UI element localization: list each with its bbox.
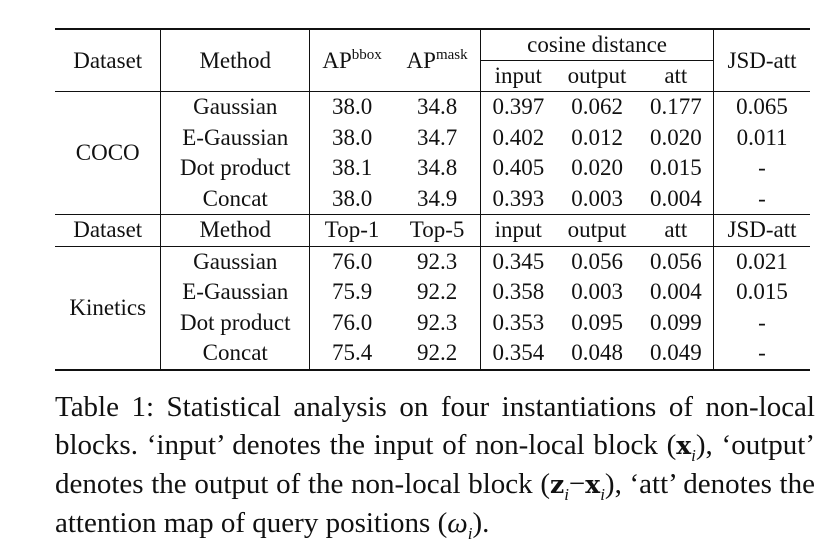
value-cell: 0.405 <box>492 155 545 181</box>
header-subrow-coco: input output att <box>55 60 810 92</box>
dataset-cell-coco: COCO <box>55 91 162 215</box>
value-cell: 0.004 <box>638 183 715 215</box>
header-cos-input: input <box>480 214 556 246</box>
value-cell: 0.397 <box>480 91 556 123</box>
value-cell: 0.099 <box>638 307 715 338</box>
value-cell: 92.2 <box>394 277 482 308</box>
header-dataset: Dataset <box>55 214 162 246</box>
value-cell: 0.095 <box>571 309 623 335</box>
table-caption: Table 1: Statistical analysis on four in… <box>55 391 815 543</box>
value-cell: 0.049 <box>638 338 715 371</box>
value-cell: 75.9 <box>331 279 373 305</box>
value-cell: 76.0 <box>331 309 373 335</box>
value-cell: - <box>758 155 766 181</box>
value-cell: 0.015 <box>638 153 715 184</box>
header-cos-output: output <box>567 63 627 88</box>
value-cell: 0.020 <box>638 122 715 153</box>
value-cell: 75.4 <box>309 338 395 371</box>
value-cell: - <box>758 185 766 211</box>
header-top5: Top-5 <box>394 214 482 246</box>
header-row-kinetics: Dataset Method Top-1 Top-5 input output … <box>55 214 810 246</box>
dataset-cell-kinetics: Kinetics <box>55 245 162 371</box>
value-cell: 0.056 <box>638 245 715 277</box>
value-cell: 0.056 <box>555 245 639 277</box>
table-row: COCO Gaussian 38.0 34.8 0.397 0.062 0.17… <box>55 91 810 215</box>
value-cell: 38.0 <box>309 91 395 123</box>
value-cell: 0.345 <box>480 245 556 277</box>
method-cell: Dot product <box>160 153 311 184</box>
value-cell: 0.393 <box>492 185 545 211</box>
value-cell: 0.358 <box>492 279 545 305</box>
value-cell: 34.9 <box>394 183 482 215</box>
method-cell: Concat <box>160 338 311 371</box>
value-cell: 0.065 <box>713 91 810 123</box>
method-cell: Concat <box>160 183 311 215</box>
table-row: E-Gaussian 75.9 92.2 0.358 0.003 0.004 0… <box>55 277 810 308</box>
method-cell: Dot product <box>160 307 311 338</box>
value-cell: 0.021 <box>713 245 810 277</box>
value-cell: 92.3 <box>394 245 482 277</box>
value-cell: 0.402 <box>492 124 545 150</box>
value-cell: - <box>758 309 766 335</box>
header-ap-mask: APmask <box>394 28 482 92</box>
header-cosine-distance: cosine distance <box>480 28 715 61</box>
table-row: Concat 75.4 92.2 0.354 0.048 0.049 - <box>55 338 810 371</box>
value-cell: 0.003 <box>571 279 623 305</box>
value-cell: 92.3 <box>394 307 482 338</box>
results-table: Dataset Method APbbox APmask cosine dist… <box>55 28 810 371</box>
method-cell: Gaussian <box>160 245 311 277</box>
header-dataset: Dataset <box>55 28 162 92</box>
header-cos-output: output <box>555 214 639 246</box>
value-cell: 0.354 <box>480 338 556 371</box>
value-cell: 0.177 <box>638 91 715 123</box>
header-cos-input: input <box>494 63 542 88</box>
header-cos-att: att <box>638 214 715 246</box>
value-cell: 0.003 <box>571 185 623 211</box>
header-method: Method <box>160 28 311 92</box>
table-row: E-Gaussian 38.0 34.7 0.402 0.012 0.020 0… <box>55 122 810 153</box>
header-cos-att: att <box>638 60 715 92</box>
value-cell: 0.020 <box>571 155 623 181</box>
table-row: Dot product 38.1 34.8 0.405 0.020 0.015 … <box>55 153 810 184</box>
value-cell: 34.8 <box>394 153 482 184</box>
header-jsd-att: JSD-att <box>713 28 810 92</box>
table-row: Dot product 76.0 92.3 0.353 0.095 0.099 … <box>55 307 810 338</box>
value-cell: - <box>713 338 810 371</box>
results-table-container: Dataset Method APbbox APmask cosine dist… <box>55 28 810 371</box>
table-row: Concat 38.0 34.9 0.393 0.003 0.004 - <box>55 183 810 215</box>
method-cell: Gaussian <box>160 91 311 123</box>
value-cell: 38.1 <box>331 155 373 181</box>
value-cell: 0.004 <box>638 277 715 308</box>
value-cell: 0.062 <box>555 91 639 123</box>
method-cell: E-Gaussian <box>160 277 311 308</box>
value-cell: 0.012 <box>571 124 623 150</box>
value-cell: 0.048 <box>555 338 639 371</box>
method-cell: E-Gaussian <box>160 122 311 153</box>
header-row-coco: Dataset Method APbbox APmask cosine dist… <box>55 28 810 92</box>
header-top1: Top-1 <box>309 214 395 246</box>
table-row: Kinetics Gaussian 76.0 92.3 0.345 0.056 … <box>55 245 810 371</box>
value-cell: 92.2 <box>394 338 482 371</box>
header-method: Method <box>160 214 311 246</box>
header-ap-bbox: APbbox <box>309 28 395 92</box>
value-cell: 76.0 <box>309 245 395 277</box>
value-cell: 38.0 <box>331 124 373 150</box>
value-cell: 0.353 <box>492 309 545 335</box>
value-cell: 0.011 <box>736 124 788 150</box>
header-jsd-att: JSD-att <box>713 214 810 246</box>
value-cell: 34.7 <box>394 122 482 153</box>
value-cell: 38.0 <box>331 185 373 211</box>
value-cell: 34.8 <box>394 91 482 123</box>
value-cell: 0.015 <box>736 279 788 305</box>
